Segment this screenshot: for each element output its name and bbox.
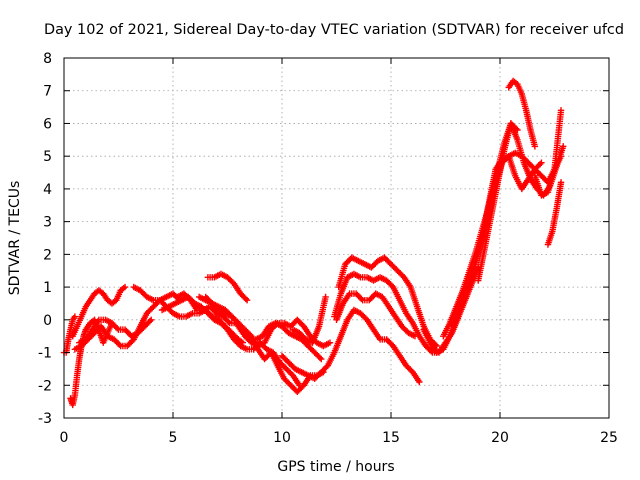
x-tick-label: 0 (60, 430, 69, 446)
sdtvar-chart: Day 102 of 2021, Sidereal Day-to-day VTE… (0, 0, 640, 480)
x-tick-label: 10 (273, 430, 291, 446)
y-tick-label: 4 (43, 182, 52, 198)
y-tick-label: 8 (43, 51, 52, 67)
y-tick-label: 7 (43, 84, 52, 100)
chart-title: Day 102 of 2021, Sidereal Day-to-day VTE… (44, 22, 624, 38)
y-tick-label: 5 (43, 149, 52, 165)
x-tick-label: 15 (382, 430, 400, 446)
y-tick-label: 2 (43, 247, 52, 263)
y-axis-label: SDTVAR / TECUs (7, 181, 23, 296)
y-tick-label: -3 (38, 411, 52, 427)
series-arc-21 (506, 78, 539, 150)
data-points (61, 78, 567, 408)
y-tick-label: 1 (43, 280, 52, 296)
y-tick-label: -2 (38, 378, 52, 394)
series-arc-13 (279, 307, 423, 385)
y-tick-label: -1 (38, 346, 52, 362)
y-tick-label: 6 (43, 116, 52, 132)
y-tick-label: 3 (43, 215, 52, 231)
series-arc-17 (421, 150, 565, 356)
x-tick-label: 20 (491, 430, 509, 446)
y-tick-label: 0 (43, 313, 52, 329)
x-tick-label: 5 (169, 430, 178, 446)
x-axis-label: GPS time / hours (277, 459, 394, 475)
tick-labels: 0 5 10 15 20 25 -3 -2 -1 0 1 2 3 4 5 6 7 8 (38, 51, 618, 446)
series-arc-20 (475, 120, 521, 283)
x-tick-label: 25 (600, 430, 618, 446)
